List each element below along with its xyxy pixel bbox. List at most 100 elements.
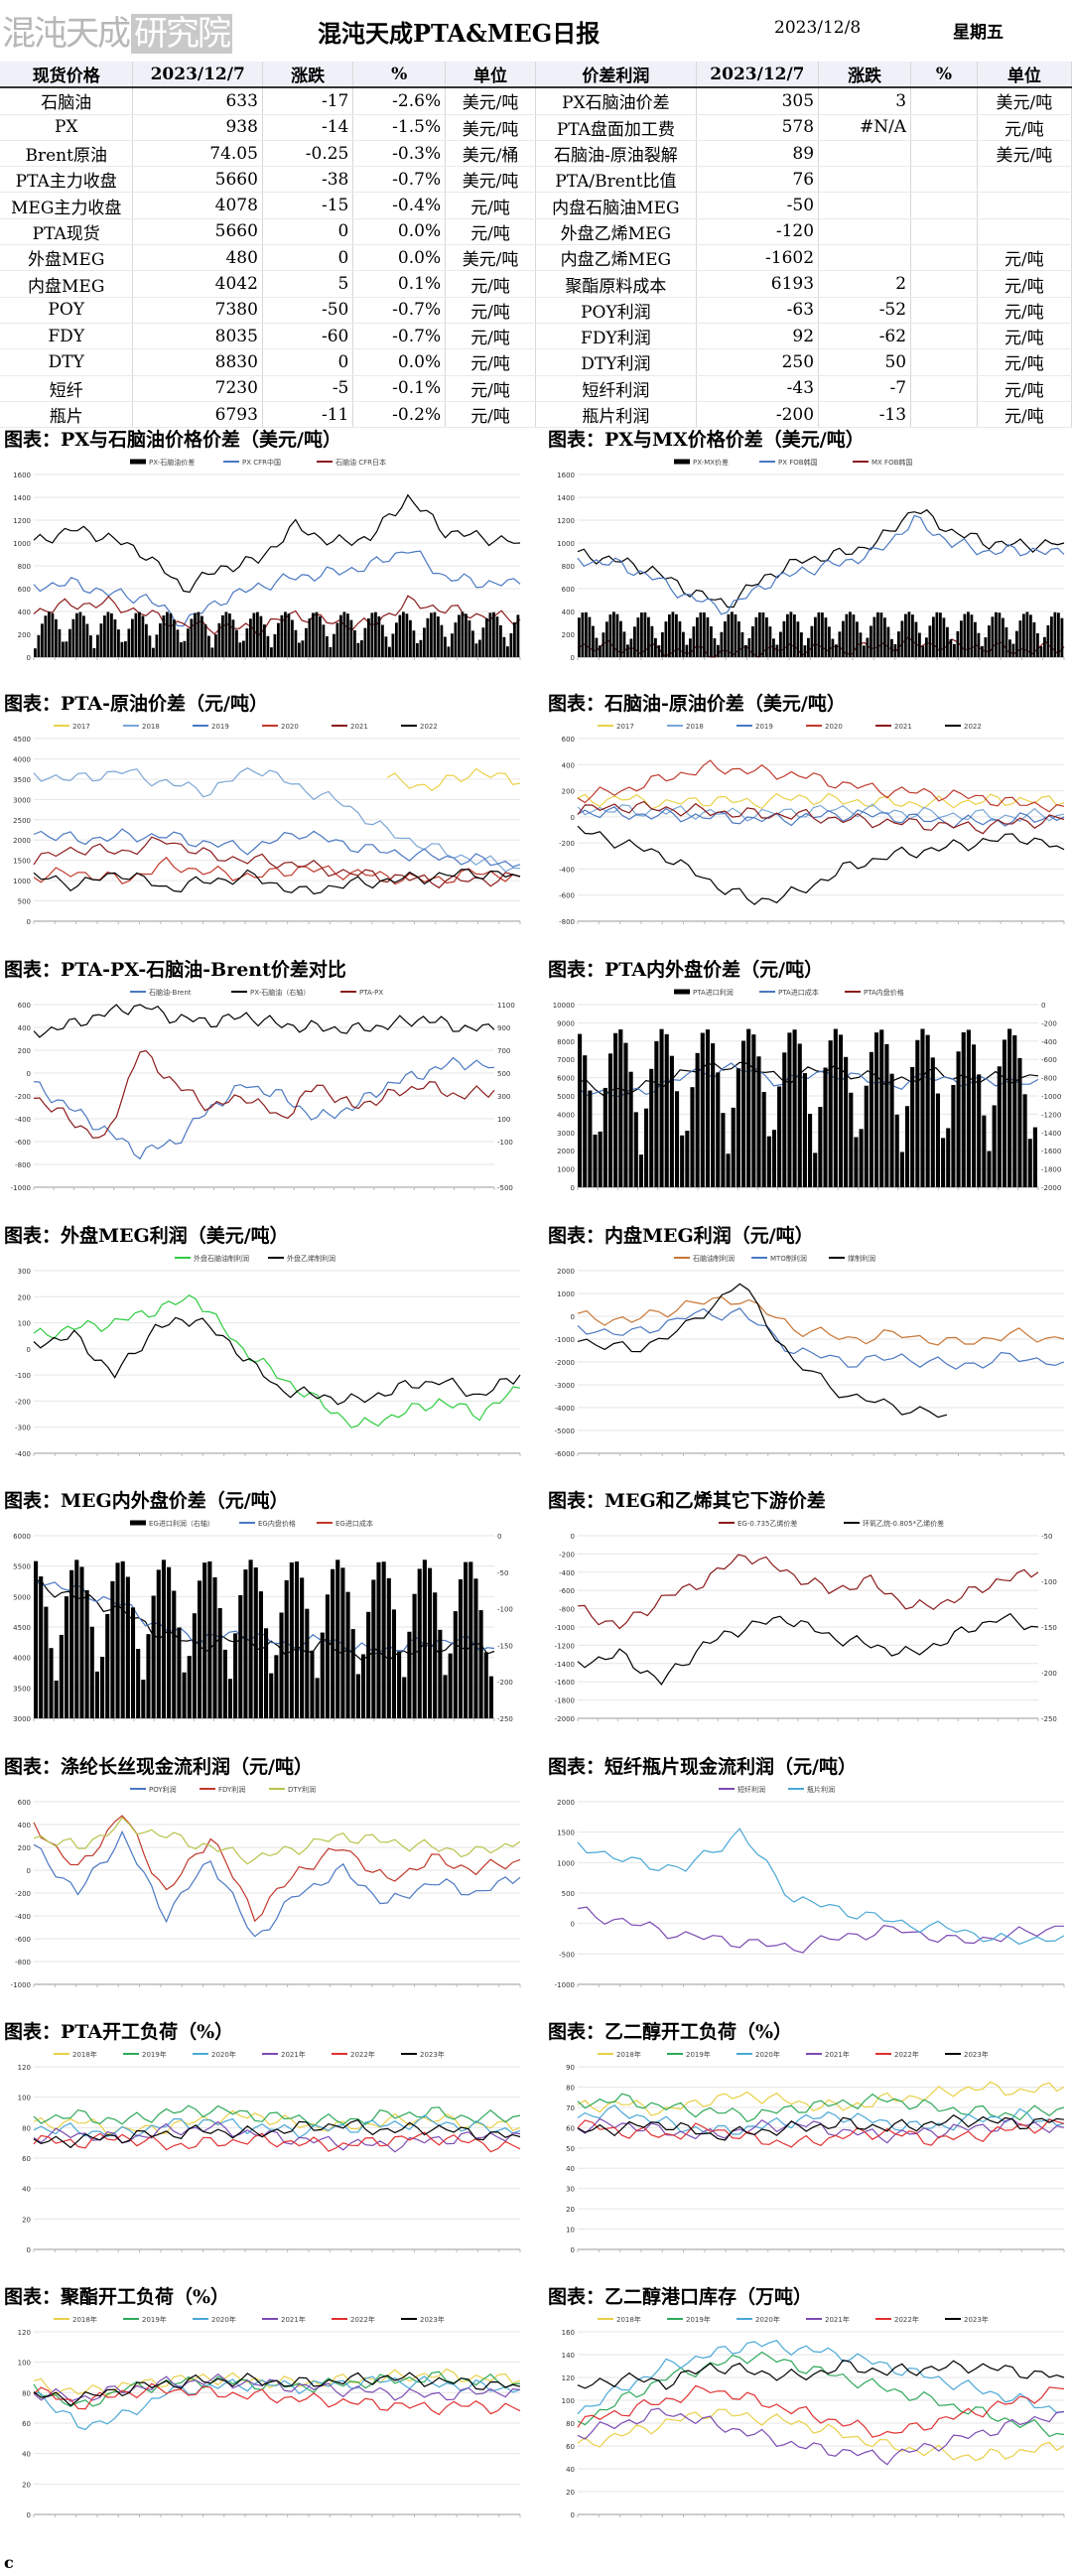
legend-label: 2022年 [350,2315,375,2324]
y-tick-label: -100 [15,1372,31,1380]
chart-svg: 2017 2018 2019 2020 2021 2022 0 500 1000 1500 2000… [13,723,521,926]
table-cell: 聚酯原料成本 [536,270,697,298]
bar-mark [588,616,592,657]
bar-mark [115,1562,120,1718]
y-tick-label: -1000 [11,1184,31,1192]
bar-mark [588,1090,593,1187]
legend-label: 2017 [72,723,90,731]
legend-item: 2020 [806,723,843,731]
series-line [577,1283,948,1419]
bar-mark [629,638,633,657]
table-row: PTA盘面加工费 578 #N/A 元/吨 [536,114,1072,141]
bar-mark [141,1680,146,1718]
bar-mark [740,1040,746,1187]
table-cell [910,270,978,298]
bar-mark [483,1652,488,1718]
chart-title: 图表：涤纶长丝现金流利润（元/吨） [4,1756,313,1778]
legend-item: DTY利润 [269,1785,316,1794]
bar-mark [258,1591,263,1718]
legend-item: PX-MX价差 [674,458,729,467]
bar-mark [886,626,890,657]
table-cell: -50 [262,297,354,324]
bar-mark [734,613,737,657]
y-tick-label: -500 [559,1951,575,1959]
bar-mark [998,612,1002,657]
bar-mark [430,612,433,657]
legend-label: PX-石脑油价差 [149,458,195,467]
bar-mark [1029,614,1032,657]
bar-mark [633,626,636,657]
bar-mark [925,637,928,657]
bar-mark [900,620,904,657]
bar-mark [138,611,141,657]
bar-mark [818,1107,823,1187]
table-cell: -52 [818,297,912,324]
bar-mark [654,1040,659,1187]
bar-mark [838,631,842,657]
series-line [33,2368,521,2396]
legend-label: 2018年 [72,2315,97,2324]
series-line [577,1906,1064,1954]
bar-mark [696,616,699,657]
bar-mark [618,1029,623,1187]
bar-mark [949,639,953,657]
report-title: 混沌天成PTA&MEG日报 [318,19,601,48]
bar-mark [224,611,228,657]
bar-mark [214,634,217,657]
legend-label: 2021 [350,723,368,731]
bar-mark [207,1560,212,1718]
table-cell: 305 [696,87,820,115]
table-cell [910,323,978,350]
bar-mark [1015,630,1018,657]
table-cell: 美元/吨 [445,87,536,115]
chart-panel: EG进口利润（右轴） EG内盘价格 EG进口成本 3000 3500 4000 4500 50… [0,1514,528,1748]
table-cell: -60 [262,323,354,350]
series-line [33,1830,521,1938]
chart-title: 图表：内盘MEG利润（元/吨） [548,1225,814,1247]
legend-item: 2021 [875,723,912,731]
legend-item: POY利润 [130,1785,177,1794]
bar-mark [879,1029,884,1187]
bar-mark [889,1073,894,1187]
table-row: POY利润 -63 -52 元/吨 [536,297,1072,324]
bar-mark [263,624,266,657]
y-tick-label: -1000 [555,1336,575,1344]
y-tick-label: -1000 [555,1981,575,1989]
bar-mark [810,625,814,657]
bar-mark [284,1579,289,1718]
bar-mark [761,612,765,657]
table-cell: 美元/吨 [445,244,536,272]
bar-mark [461,611,465,657]
table-row: 内盘乙烯MEG -1602 元/吨 [536,244,1072,272]
bar-mark [473,1578,478,1718]
bar-mark [146,1634,151,1718]
y-tick-label: 70 [566,2104,575,2112]
chart-panel: 2017 2018 2019 2020 2021 2022 -800 -600 -400 -200… [544,717,1072,951]
bar-mark [106,611,110,657]
bar-mark [326,636,329,657]
table-cell: 8830 [132,348,263,376]
bar-mark [661,631,664,657]
bar-mark [513,621,516,657]
bar-mark [814,616,817,657]
bar-mark [856,621,859,657]
bar-mark [1002,617,1005,657]
chart-svg: 2017 2018 2019 2020 2021 2022 -800 -600 -400 -200… [559,723,1065,926]
y2-tick-label: -1400 [1041,1130,1061,1138]
y-tick-label: 300 [18,1268,31,1276]
y-tick-label: 7000 [557,1056,575,1064]
bar-mark [911,614,914,657]
table-cell: POY利润 [536,297,697,324]
legend-label: 2021 [894,723,912,731]
bar-mark [291,619,294,657]
y-tick-label: 140 [562,2352,575,2360]
y-tick-label: -1800 [555,1697,575,1705]
y-tick-label: 1400 [13,494,31,502]
legend-item: PTA进口成本 [759,988,819,997]
legend-item: 外盘石脑油制利润 [175,1254,249,1263]
y-tick-label: -300 [15,1424,31,1432]
legend-item: 2018年 [54,2050,97,2059]
table-cell: PTA/Brent比值 [536,166,697,194]
series-bars [34,611,520,657]
bar-mark [918,632,921,657]
